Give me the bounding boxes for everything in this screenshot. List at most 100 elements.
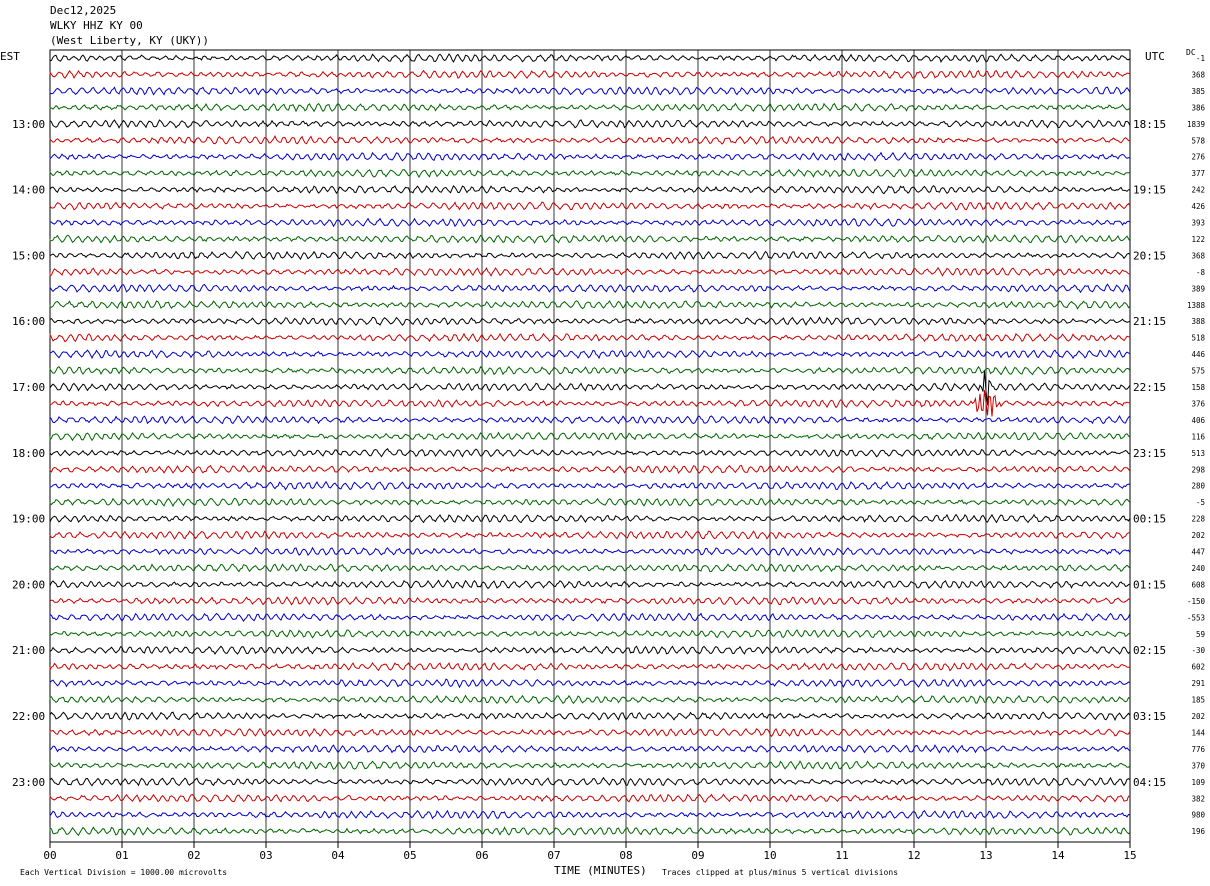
dc-offset-label: 426 (1191, 202, 1205, 211)
scale-note: Each Vertical Division = 1000.00 microvo… (20, 868, 228, 877)
dc-offset-label: -150 (1187, 597, 1206, 606)
est-hour-label: 21:00 (12, 644, 45, 657)
utc-hour-label: 23:15 (1133, 447, 1166, 460)
x-tick-label: 00 (43, 849, 56, 862)
trace-line (49, 711, 1131, 722)
utc-hour-label: 18:15 (1133, 118, 1166, 131)
trace-line (49, 414, 1131, 425)
dc-offset-label: -1 (1196, 54, 1205, 63)
trace-line (49, 283, 1131, 294)
trace-line (49, 431, 1131, 442)
dc-offset-label: 242 (1191, 186, 1205, 195)
x-tick-label: 13 (979, 849, 992, 862)
dc-offset-label: 291 (1191, 679, 1205, 688)
x-tick-label: 01 (115, 849, 128, 862)
trace-line (49, 184, 1131, 195)
dc-offset-label: 1388 (1187, 301, 1206, 310)
utc-hour-label: 22:15 (1133, 381, 1166, 394)
trace-line (49, 826, 1131, 836)
est-hour-label: 17:00 (12, 381, 45, 394)
trace-line (49, 497, 1131, 508)
trace-line (49, 250, 1131, 261)
trace-line (49, 760, 1131, 771)
x-tick-label: 10 (763, 849, 776, 862)
dc-offset-label: 202 (1191, 531, 1205, 540)
utc-axis-label: UTC (1145, 50, 1165, 63)
trace-line (49, 662, 1131, 672)
utc-hour-label: 21:15 (1133, 315, 1166, 328)
est-hour-label: 19:00 (12, 513, 45, 526)
dc-offset-label: 116 (1191, 432, 1205, 441)
dc-offset-label: 196 (1191, 827, 1205, 836)
trace-line (49, 448, 1131, 458)
dc-offset-label: 370 (1191, 761, 1205, 770)
utc-hour-label: 01:15 (1133, 578, 1166, 591)
dc-offset-label: 447 (1191, 548, 1205, 557)
x-tick-label: 05 (403, 849, 416, 862)
trace-line (49, 201, 1131, 211)
est-hour-label: 14:00 (12, 184, 45, 197)
dc-offset-label: 298 (1191, 465, 1205, 474)
trace-line (49, 390, 1131, 417)
trace-line (49, 546, 1131, 557)
est-hour-label: 15:00 (12, 249, 45, 262)
trace-line (49, 563, 1131, 573)
dc-offset-label: 377 (1191, 169, 1205, 178)
dc-offset-label: 388 (1191, 317, 1205, 326)
trace-line (49, 234, 1131, 245)
est-axis-label: EST (0, 50, 20, 63)
dc-offset-label: 980 (1191, 811, 1205, 820)
dc-offset-label: 602 (1191, 663, 1205, 672)
dc-offset-label: 158 (1191, 383, 1205, 392)
dc-offset-label: 59 (1196, 630, 1205, 639)
utc-hour-label: 02:15 (1133, 644, 1166, 657)
trace-line (49, 793, 1131, 803)
utc-hour-label: 00:15 (1133, 513, 1166, 526)
x-tick-label: 03 (259, 849, 272, 862)
dc-offset-label: 280 (1191, 482, 1205, 491)
trace-line (49, 217, 1131, 228)
dc-offset-label: 122 (1191, 235, 1205, 244)
trace-line (49, 513, 1131, 524)
x-tick-label: 02 (187, 849, 200, 862)
x-tick-label: 14 (1051, 849, 1065, 862)
est-hour-label: 23:00 (12, 776, 45, 789)
dc-offset-label: 386 (1191, 103, 1205, 112)
est-hour-label: 13:00 (12, 118, 45, 131)
dc-offset-label: 406 (1191, 416, 1205, 425)
utc-hour-label: 20:15 (1133, 249, 1166, 262)
dc-offset-label: -553 (1187, 613, 1205, 622)
trace-line (49, 135, 1131, 145)
trace-line (49, 628, 1131, 639)
dc-offset-label: 389 (1191, 284, 1205, 293)
x-tick-label: 11 (835, 849, 848, 862)
x-tick-label: 15 (1123, 849, 1136, 862)
trace-line (49, 332, 1131, 343)
est-hour-label: 18:00 (12, 447, 45, 460)
dc-offset-label: 608 (1191, 580, 1205, 589)
est-hour-label: 20:00 (12, 578, 45, 591)
x-tick-label: 09 (691, 849, 704, 862)
dc-offset-label: -5 (1196, 498, 1205, 507)
x-tick-label: 06 (475, 849, 488, 862)
trace-line (49, 299, 1131, 310)
trace-line (49, 267, 1131, 277)
dc-offset-label: 776 (1191, 745, 1205, 754)
trace-line (49, 349, 1131, 360)
dc-offset-label: 144 (1191, 728, 1205, 737)
plot-frame (49, 49, 1131, 843)
dc-offset-label: 202 (1191, 712, 1205, 721)
trace-line (49, 86, 1131, 96)
station-name: WLKY HHZ KY 00 (50, 19, 143, 32)
dc-offset-label: 276 (1191, 153, 1205, 162)
trace-line (49, 365, 1131, 376)
plot-date: Dec12,2025 (50, 4, 117, 17)
est-hour-label: 22:00 (12, 710, 45, 723)
trace-line (49, 776, 1131, 787)
dc-offset-label: 446 (1191, 350, 1205, 359)
est-hour-label: 16:00 (12, 315, 45, 328)
utc-hour-label: 04:15 (1133, 776, 1166, 789)
dc-offset-label: 518 (1191, 334, 1205, 343)
trace-line (49, 727, 1131, 738)
